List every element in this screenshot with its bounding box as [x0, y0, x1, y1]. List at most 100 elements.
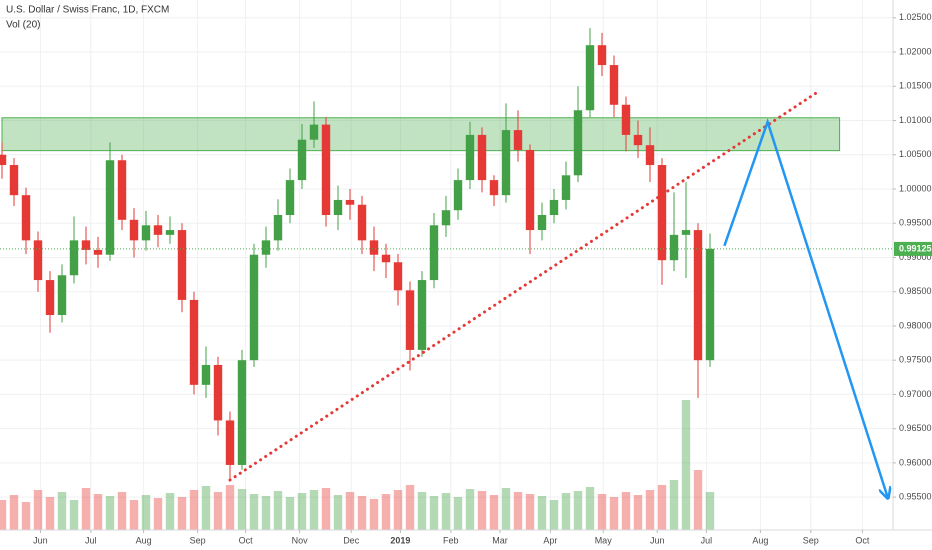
price-tag-label: 0.99125 — [899, 243, 932, 253]
volume-bar — [393, 490, 403, 530]
candle-body — [333, 199, 343, 216]
volume-bar — [693, 470, 703, 530]
volume-panel — [0, 400, 715, 530]
candle-body — [489, 180, 499, 196]
volume-bar — [309, 490, 319, 530]
candle-body — [645, 145, 655, 166]
candle-body — [609, 65, 619, 105]
volume-bar — [177, 497, 187, 530]
candle-body — [165, 230, 175, 235]
volume-bar — [345, 492, 355, 530]
candle-body — [369, 240, 379, 255]
candle-body — [357, 204, 367, 241]
candle-body — [177, 230, 187, 300]
volume-bar — [33, 490, 43, 530]
candle-body — [69, 240, 79, 276]
candle-body — [705, 248, 715, 361]
volume-bar — [585, 487, 595, 530]
candle-body — [573, 110, 583, 176]
candle-body — [297, 139, 307, 181]
y-tick-label: 1.00500 — [899, 149, 932, 159]
volume-bar — [525, 494, 535, 530]
x-tick-label: Aug — [136, 535, 152, 545]
candle-body — [597, 45, 607, 66]
y-tick-label: 0.99500 — [899, 218, 932, 228]
candle-body — [537, 215, 547, 231]
x-tick-label: Nov — [292, 535, 309, 545]
candle-body — [465, 134, 475, 181]
x-tick-label: Oct — [855, 535, 870, 545]
candle-body — [633, 134, 643, 146]
candle-body — [321, 124, 331, 216]
volume-bar — [201, 486, 211, 530]
volume-bar — [21, 502, 31, 530]
candle-body — [213, 364, 223, 421]
candle-body — [345, 199, 355, 205]
y-tick-label: 1.02000 — [899, 46, 932, 56]
trendline — [228, 90, 820, 482]
volume-bar — [417, 492, 427, 530]
x-tick-label: Dec — [343, 535, 360, 545]
candle-body — [501, 130, 511, 196]
candles — [0, 28, 715, 481]
y-tick-label: 0.95500 — [899, 492, 932, 502]
volume-bar — [477, 491, 487, 530]
chart-title: U.S. Dollar / Swiss Franc, 1D, FXCM — [6, 5, 169, 16]
volume-bar — [249, 494, 259, 530]
candle-body — [153, 225, 163, 235]
candle-body — [237, 360, 247, 465]
volume-bar — [237, 489, 247, 530]
candle-body — [657, 165, 667, 261]
candle-body — [21, 195, 31, 241]
candle-body — [453, 180, 463, 211]
y-tick-label: 1.01000 — [899, 115, 932, 125]
volume-bar — [0, 500, 7, 530]
axes: 0.95500 0.96000 0.96500 0.97000 0.97500 0.980… — [33, 12, 932, 545]
candle-body — [549, 199, 559, 216]
y-tick-label: 0.98500 — [899, 286, 932, 296]
volume-bar — [45, 497, 55, 530]
y-tick-label: 0.99000 — [899, 252, 932, 262]
zone-layer — [1, 117, 841, 152]
volume-bar — [285, 497, 295, 530]
x-tick-label: Jun — [650, 535, 665, 545]
volume-bar — [621, 492, 631, 530]
candle-body — [429, 225, 439, 281]
candle-body — [57, 275, 67, 315]
x-tick-label: Feb — [443, 535, 459, 545]
volume-bar — [405, 485, 415, 530]
volume-bar — [261, 496, 271, 530]
volume-bar — [321, 488, 331, 530]
x-tick-label: May — [595, 535, 613, 545]
volume-bar — [657, 485, 667, 530]
y-tick-label: 0.98000 — [899, 320, 932, 330]
volume-bar — [225, 485, 235, 530]
candle-body — [561, 175, 571, 200]
volume-bar — [333, 495, 343, 530]
volume-label: Vol (20) — [6, 20, 40, 31]
volume-bar — [537, 496, 547, 530]
volume-bar — [141, 495, 151, 530]
candle-body — [105, 160, 115, 255]
volume-bar — [453, 497, 463, 530]
volume-bar — [645, 490, 655, 530]
candle-body — [201, 364, 211, 385]
volume-bar — [609, 497, 619, 530]
volume-bar — [189, 490, 199, 530]
volume-bar — [705, 492, 715, 530]
volume-bar — [81, 488, 91, 530]
candle-body — [261, 240, 271, 255]
candle-body — [129, 219, 139, 241]
x-tick-label: Sep — [803, 535, 819, 545]
x-tick-label: Sep — [190, 535, 206, 545]
candle-body — [525, 149, 535, 231]
volume-bar — [357, 496, 367, 530]
volume-bar — [549, 500, 559, 530]
volume-bar — [501, 488, 511, 530]
volume-bar — [93, 494, 103, 530]
drawings — [0, 90, 893, 497]
candle-body — [585, 45, 595, 111]
volume-bar — [561, 493, 571, 530]
